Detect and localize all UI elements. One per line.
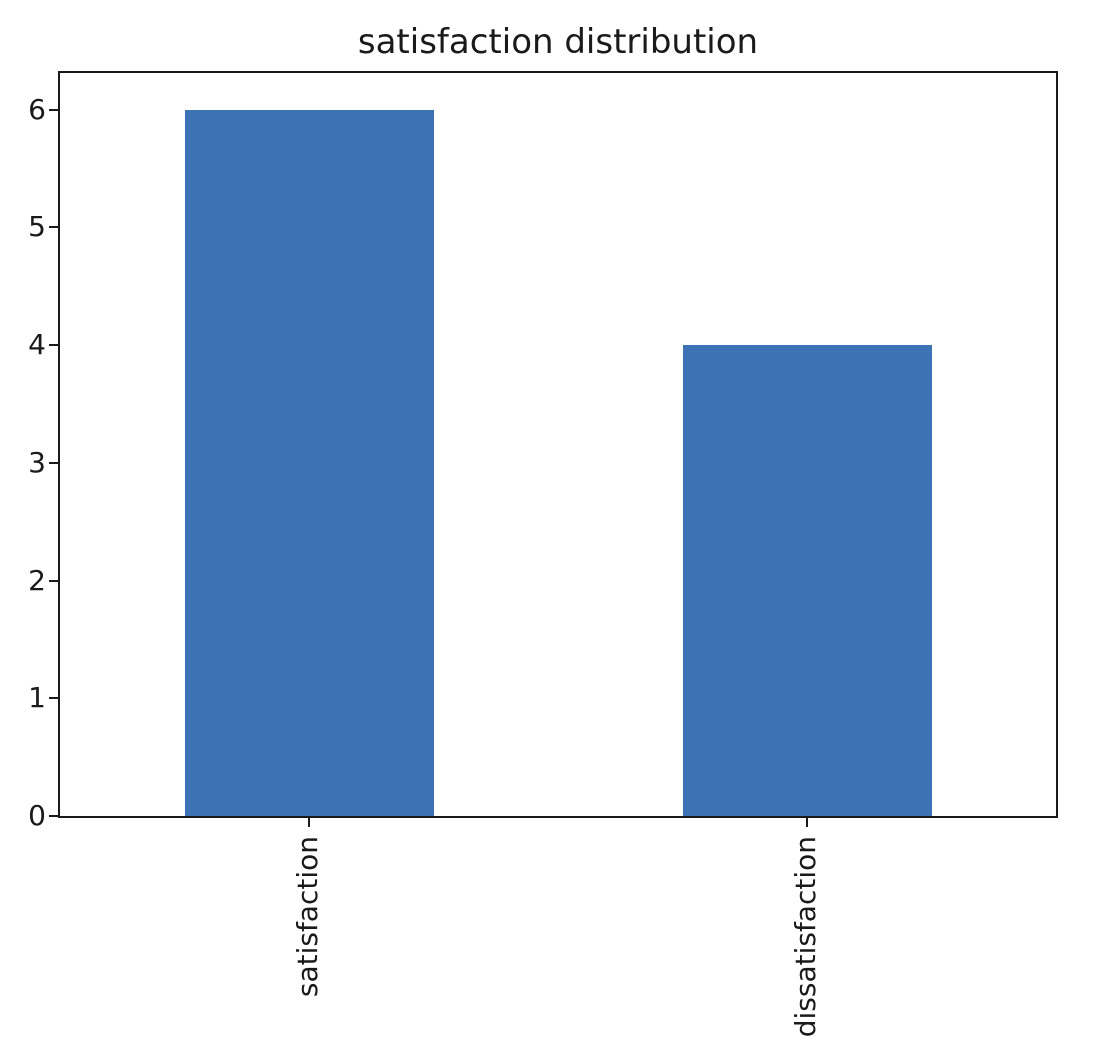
- bar-dissatisfaction: [682, 345, 932, 816]
- x-tick-mark: [806, 818, 808, 827]
- y-tick-label: 6: [28, 92, 46, 126]
- y-tick-label: 5: [28, 210, 46, 244]
- y-tick-mark: [49, 108, 58, 111]
- y-tick-mark: [49, 579, 58, 582]
- y-tick-label: 2: [28, 563, 46, 597]
- x-tick-label: satisfaction: [291, 836, 324, 998]
- y-tick-label: 0: [28, 799, 46, 832]
- y-tick-mark: [49, 461, 58, 464]
- y-tick-mark: [49, 344, 58, 346]
- y-tick-label: 3: [28, 445, 46, 479]
- y-tick-label: 4: [28, 328, 46, 361]
- x-tick-label: dissatisfaction: [789, 836, 822, 1038]
- bar-satisfaction: [184, 109, 434, 816]
- y-tick-label: 1: [28, 681, 46, 715]
- y-tick-mark: [49, 815, 58, 817]
- x-tick-mark: [308, 818, 310, 827]
- y-tick-mark: [49, 226, 58, 229]
- y-tick-mark: [49, 697, 58, 700]
- chart-title: satisfaction distribution: [357, 22, 759, 62]
